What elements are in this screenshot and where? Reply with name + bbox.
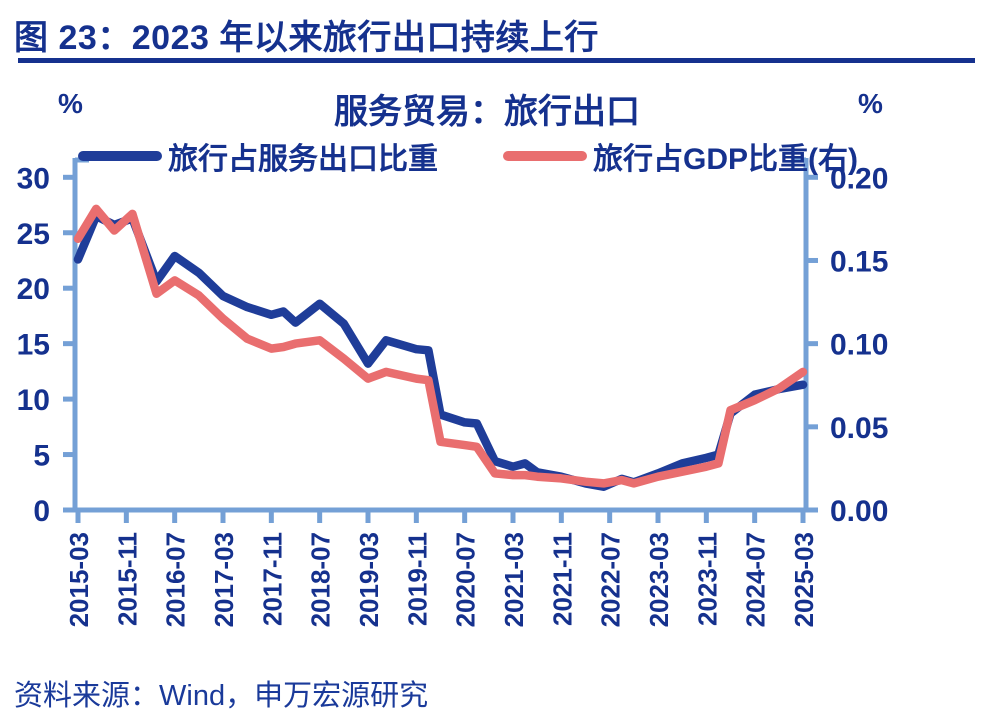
left-axis-tick-label: 20 xyxy=(17,273,50,306)
legend-item-services-share: 旅行占服务出口比重 xyxy=(78,138,438,176)
left-axis-tick-label: 30 xyxy=(17,162,50,195)
left-axis-unit: % xyxy=(58,88,83,119)
x-axis-tick-label: 2022-07 xyxy=(596,532,626,627)
x-axis-tick-label: 2019-03 xyxy=(354,532,384,627)
x-axis-tick-label: 2015-03 xyxy=(64,532,94,627)
right-axis-tick-label: 0.05 xyxy=(830,412,888,445)
legend: 旅行占服务出口比重 旅行占GDP比重(右) xyxy=(0,138,1008,176)
right-axis-tick-label: 0.20 xyxy=(830,162,888,195)
red-line-swatch xyxy=(503,151,587,161)
left-axis-tick-label: 15 xyxy=(17,329,50,362)
blue-line-swatch xyxy=(78,151,162,161)
x-axis-tick-label: 2021-11 xyxy=(547,532,577,626)
left-axis-tick-label: 0 xyxy=(33,495,50,528)
x-axis-tick-label: 2019-11 xyxy=(402,532,432,626)
left-axis-tick-label: 5 xyxy=(33,440,50,473)
title-divider xyxy=(18,58,975,63)
x-axis-tick-label: 2021-03 xyxy=(499,532,529,627)
x-axis-tick-label: 2017-03 xyxy=(209,532,239,627)
legend-label-gdp-share: 旅行占GDP比重(右) xyxy=(593,143,858,176)
x-axis-tick-label: 2020-07 xyxy=(451,532,481,627)
x-axis-tick-label: 2018-07 xyxy=(306,532,336,627)
source-note: 资料来源：Wind，申万宏源研究 xyxy=(14,680,429,712)
x-axis-tick-label: 2017-11 xyxy=(257,532,287,626)
right-axis-tick-label: 0.15 xyxy=(830,245,888,278)
x-axis-tick-label: 2015-11 xyxy=(112,532,142,626)
left-axis-tick-label: 25 xyxy=(17,218,50,251)
x-axis-tick-label: 2023-03 xyxy=(644,532,674,627)
series-line-services-share xyxy=(73,211,808,491)
legend-item-gdp-share: 旅行占GDP比重(右) xyxy=(503,138,858,176)
x-axis-tick-label: 2024-07 xyxy=(741,532,771,627)
x-axis-tick-label: 2025-03 xyxy=(789,532,819,627)
series-line-gdp-share xyxy=(73,204,808,488)
x-axis-tick-label: 2016-07 xyxy=(161,532,191,627)
left-axis-tick-label: 10 xyxy=(17,384,50,417)
right-axis-tick-label: 0.00 xyxy=(830,495,888,528)
chart-title: 服务贸易：旅行出口 xyxy=(334,93,640,131)
x-axis-tick-label: 2023-11 xyxy=(692,532,722,626)
right-axis-unit: % xyxy=(858,88,883,119)
figure-title: 图 23：2023 年以来旅行出口持续上行 xyxy=(14,19,599,57)
legend-label-services-share: 旅行占服务出口比重 xyxy=(168,143,438,176)
right-axis-tick-label: 0.10 xyxy=(830,329,888,362)
